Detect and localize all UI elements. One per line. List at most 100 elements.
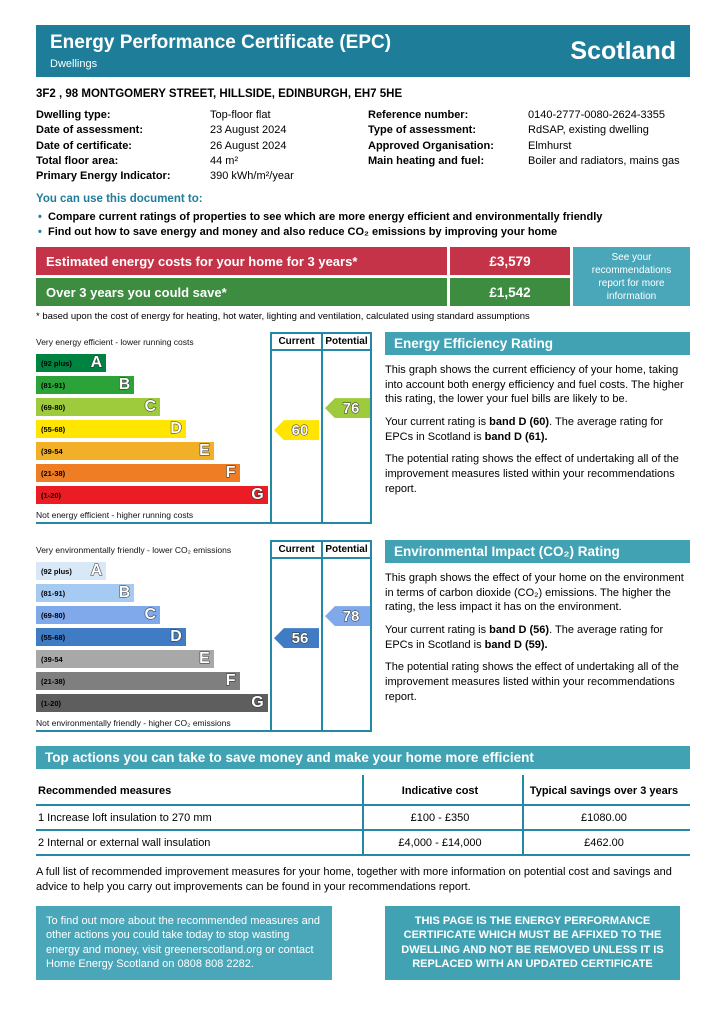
- energy-chart-bottom-label: Not energy efficient - higher running co…: [36, 510, 194, 521]
- energy-efficiency-section: Very energy efficient - lower running co…: [36, 332, 690, 525]
- co2-chart-current-column: Current 56: [270, 540, 321, 731]
- band-letter: C: [144, 606, 157, 624]
- savings-label: Over 3 years you could save*: [36, 278, 447, 307]
- rating-band-d: (55-68) D: [36, 628, 186, 647]
- recommendations-info-box: See your recommendations report for more…: [573, 247, 690, 307]
- energy-chart-bands-area: Very energy efficient - lower running co…: [36, 332, 270, 522]
- property-address: 3F2 , 98 MONTGOMERY STREET, HILLSIDE, ED…: [36, 88, 403, 100]
- measure-cell: 2 Internal or external wall insulation: [36, 831, 362, 857]
- band-letter: D: [170, 420, 183, 438]
- co2-panel-paragraph-2: Your current rating is band D (56). The …: [385, 623, 690, 652]
- detail-label: Type of assessment:: [368, 124, 477, 137]
- detail-value: 23 August 2024: [210, 124, 287, 137]
- rating-band-c: (69-80) C: [36, 606, 161, 625]
- certificate-notice-box: THIS PAGE IS THE ENERGY PERFORMANCE CERT…: [385, 905, 680, 980]
- page-title: Energy Performance Certificate (EPC): [50, 32, 392, 54]
- current-rating-value: band D (56): [489, 624, 550, 637]
- column-header-measures: Recommended measures: [36, 775, 362, 807]
- estimated-costs-label: Estimated energy costs for your home for…: [36, 247, 447, 276]
- rating-band-b: (81-91) B: [36, 376, 135, 395]
- detail-label: Approved Organisation:: [368, 139, 494, 152]
- energy-chart-bands: (92 plus) A (81-91) B (69-80) C (55-68) D (39-54…: [36, 354, 270, 508]
- detail-label: Date of assessment:: [36, 124, 143, 137]
- environmental-impact-section: Very environmentally friendly - lower CO…: [36, 540, 690, 733]
- band-range-label: (21-38): [41, 468, 66, 478]
- co2-chart-bottom-label: Not environmentally friendly - higher CO…: [36, 718, 231, 729]
- cost-cell: £100 - £350: [362, 806, 522, 832]
- detail-label: Main heating and fuel:: [368, 154, 485, 167]
- co2-chart-top-label: Very environmentally friendly - lower CO…: [36, 545, 232, 556]
- band-range-label: (92 plus): [41, 566, 72, 576]
- property-details-left: Dwelling type: Top-floor flat Date of asse…: [36, 108, 368, 183]
- band-letter: D: [170, 628, 183, 646]
- band-letter: B: [118, 584, 131, 602]
- rating-band-row: (1-20) G: [36, 486, 270, 508]
- band-letter: C: [144, 398, 157, 416]
- detail-value: Top-floor flat: [210, 109, 271, 121]
- co2-chart-bands: (92 plus) A (81-91) B (69-80) C (55-68) D (39-54…: [36, 562, 270, 716]
- column-header-savings: Typical savings over 3 years: [522, 775, 690, 807]
- current-rating-value: band D (60): [489, 416, 550, 429]
- detail-value: Elmhurst: [528, 139, 572, 152]
- co2-panel-paragraph-3: The potential rating shows the effect of…: [385, 661, 679, 703]
- savings-cell: £462.00: [522, 831, 690, 857]
- rating-band-row: (55-68) D: [36, 420, 270, 442]
- energy-chart-current-column: Current 60: [270, 332, 321, 523]
- measure-cell: 1 Increase loft insulation to 270 mm: [36, 806, 362, 832]
- co2-chart-bands-area: Very environmentally friendly - lower CO…: [36, 540, 270, 730]
- potential-rating-arrow: 76: [325, 398, 370, 419]
- band-range-label: (21-38): [41, 676, 66, 686]
- detail-value: 0140-2777-0080-2624-3355: [528, 109, 666, 121]
- rating-band-row: (92 plus) A: [36, 562, 270, 584]
- band-letter: G: [251, 486, 264, 504]
- rating-band-c: (69-80) C: [36, 398, 161, 417]
- detail-value: RdSAP, existing dwelling: [528, 124, 649, 137]
- energy-efficiency-panel: Energy Efficiency Rating This graph show…: [385, 332, 690, 524]
- energy-panel-paragraph-2: Your current rating is band D (60). The …: [385, 415, 690, 444]
- rating-text: Your current rating is: [385, 416, 490, 429]
- rating-band-row: (39-54 E: [36, 442, 270, 464]
- band-range-label: (39-54: [41, 654, 63, 664]
- costs-footnote: * based upon the cost of energy for heat…: [36, 311, 530, 323]
- co2-rating-chart: Very environmentally friendly - lower CO…: [36, 540, 372, 733]
- rating-band-row: (55-68) D: [36, 628, 270, 650]
- property-details: Dwelling type: Top-floor flat Date of asse…: [36, 108, 690, 183]
- rating-band-row: (1-20) G: [36, 694, 270, 716]
- band-range-label: (1-20): [41, 698, 62, 708]
- energy-panel-paragraph-3: The potential rating shows the effect of…: [385, 453, 679, 495]
- rating-band-row: (21-38) F: [36, 464, 270, 486]
- detail-value: Boiler and radiators, mains gas: [528, 154, 680, 167]
- rating-band-g: (1-20) G: [36, 486, 268, 505]
- usage-bullet-item: Compare current ratings of properties to…: [36, 210, 690, 225]
- more-info-box: To find out more about the recommended m…: [36, 905, 332, 980]
- detail-label: Dwelling type:: [36, 109, 111, 121]
- top-actions-footer-text: A full list of recommended improvement m…: [36, 866, 672, 894]
- band-range-label: (1-20): [41, 490, 62, 500]
- energy-efficiency-panel-title: Energy Efficiency Rating: [385, 332, 690, 356]
- rating-text: Your current rating is: [385, 624, 490, 637]
- band-range-label: (55-68): [41, 632, 66, 642]
- band-range-label: (55-68): [41, 424, 66, 434]
- usage-bullet-list: Compare current ratings of properties to…: [36, 210, 690, 240]
- energy-efficiency-chart: Very energy efficient - lower running co…: [36, 332, 372, 525]
- environmental-impact-panel: Environmental Impact (CO₂) Rating This g…: [385, 540, 690, 732]
- rating-band-d: (55-68) D: [36, 420, 186, 439]
- current-column-header: Current: [272, 334, 321, 352]
- band-letter: A: [90, 562, 103, 580]
- potential-rating-arrow: 78: [325, 606, 370, 627]
- potential-column-header: Potential: [323, 334, 370, 352]
- rating-band-a: (92 plus) A: [36, 562, 107, 581]
- environmental-impact-panel-title: Environmental Impact (CO₂) Rating: [385, 540, 690, 564]
- energy-panel-paragraph-1: This graph shows the current efficiency …: [385, 364, 684, 406]
- detail-label: Primary Energy Indicator:: [36, 170, 171, 183]
- detail-label: Date of certificate:: [36, 139, 132, 152]
- rating-band-row: (69-80) C: [36, 606, 270, 628]
- band-letter: F: [225, 464, 236, 482]
- rating-band-e: (39-54 E: [36, 650, 214, 669]
- band-letter: A: [90, 354, 103, 372]
- header-banner: Energy Performance Certificate (EPC) Dwe…: [36, 25, 690, 77]
- rating-band-row: (21-38) F: [36, 672, 270, 694]
- rating-band-f: (21-38) F: [36, 464, 240, 483]
- detail-label: Total floor area:: [36, 154, 119, 167]
- band-letter: F: [225, 672, 236, 690]
